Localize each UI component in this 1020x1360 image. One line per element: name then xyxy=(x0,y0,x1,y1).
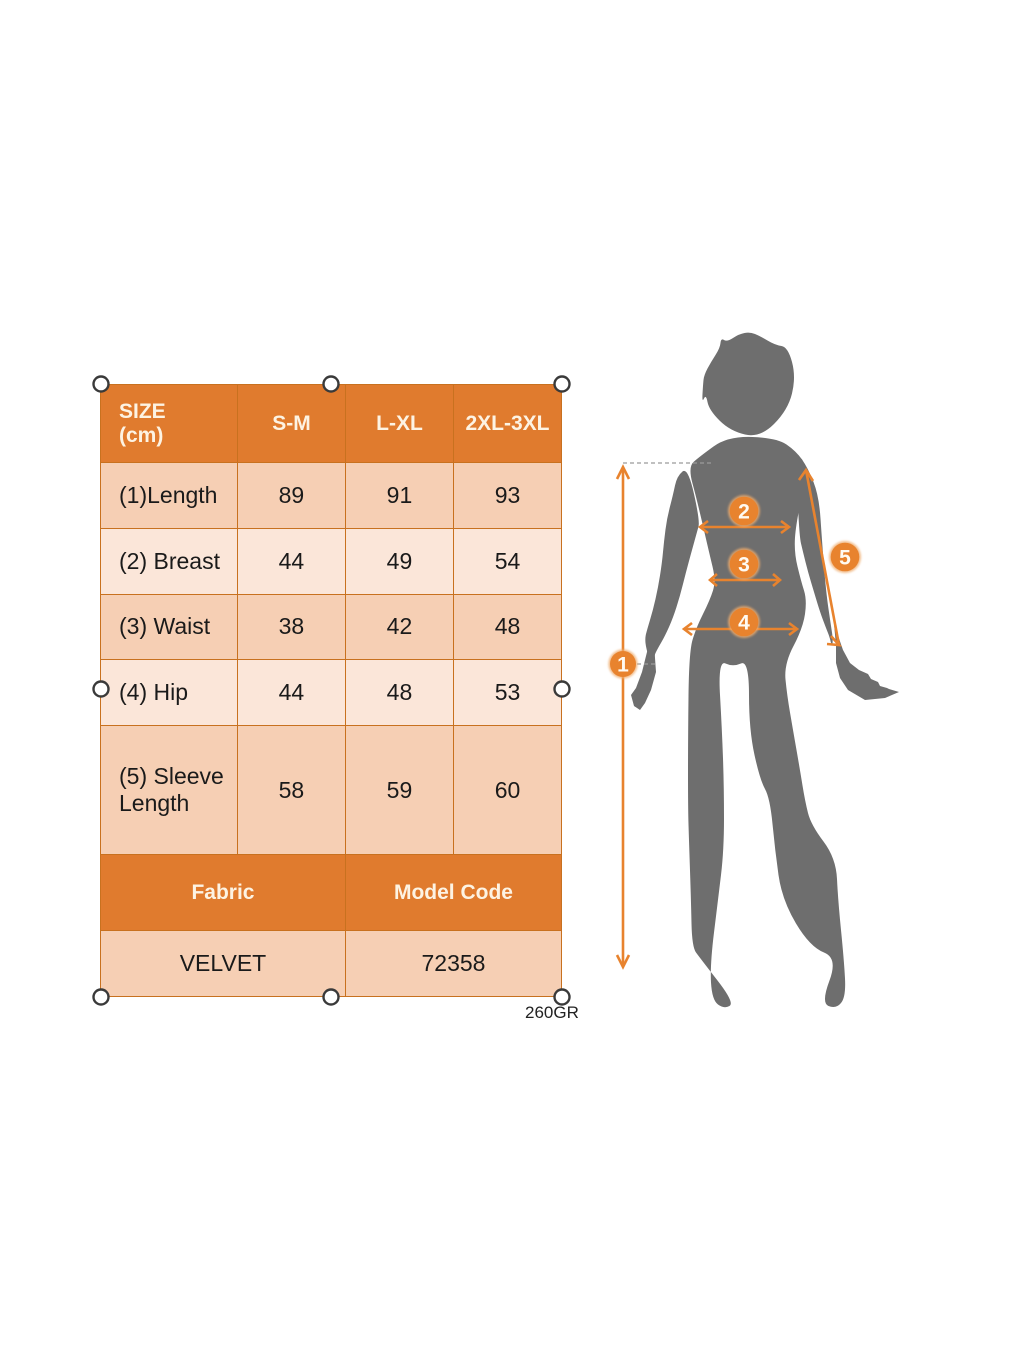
svg-text:4: 4 xyxy=(738,612,750,635)
svg-text:1: 1 xyxy=(617,654,629,677)
svg-text:3: 3 xyxy=(738,554,750,577)
svg-text:2: 2 xyxy=(738,501,750,524)
svg-text:5: 5 xyxy=(839,547,851,570)
